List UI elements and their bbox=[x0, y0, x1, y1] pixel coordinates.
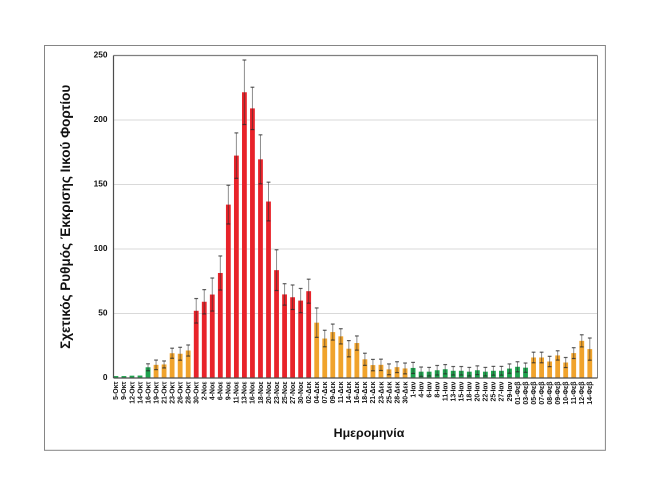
svg-text:01-Φεβ: 01-Φεβ bbox=[515, 382, 522, 405]
svg-text:16-Δεκ: 16-Δεκ bbox=[354, 381, 361, 403]
svg-text:07-Φεβ: 07-Φεβ bbox=[539, 382, 546, 405]
svg-text:21-Δεκ: 21-Δεκ bbox=[370, 381, 377, 403]
svg-text:18-Δεκ: 18-Δεκ bbox=[362, 381, 369, 403]
svg-text:08-Φεβ: 08-Φεβ bbox=[547, 382, 554, 405]
svg-text:9-Νοε: 9-Νοε bbox=[226, 381, 233, 400]
svg-text:18-Νοε: 18-Νοε bbox=[258, 381, 265, 404]
svg-text:11-Νοε: 11-Νοε bbox=[234, 381, 241, 404]
svg-text:11-Δεκ: 11-Δεκ bbox=[338, 381, 345, 403]
svg-text:18-Ιαν: 18-Ιαν bbox=[467, 381, 474, 401]
svg-text:150: 150 bbox=[94, 179, 108, 189]
svg-text:23-Νοε: 23-Νοε bbox=[274, 381, 281, 404]
svg-text:4-Ιαν: 4-Ιαν bbox=[418, 381, 425, 397]
svg-text:16-Οκτ: 16-Οκτ bbox=[145, 382, 152, 404]
svg-text:19-Οκτ: 19-Οκτ bbox=[153, 382, 160, 404]
svg-text:100: 100 bbox=[94, 243, 108, 253]
svg-text:15-Ιαν: 15-Ιαν bbox=[459, 381, 466, 401]
svg-text:29-Ιαν: 29-Ιαν bbox=[507, 381, 514, 401]
svg-text:21-Οκτ: 21-Οκτ bbox=[161, 382, 168, 404]
svg-text:30-Δεκ: 30-Δεκ bbox=[402, 381, 409, 403]
svg-text:Ημερομηνία: Ημερομηνία bbox=[334, 426, 405, 440]
svg-text:14-Οκτ: 14-Οκτ bbox=[137, 382, 144, 404]
svg-text:8-Ιαν: 8-Ιαν bbox=[434, 381, 441, 397]
svg-text:4-Νοε: 4-Νοε bbox=[210, 381, 217, 400]
svg-text:30-Οκτ: 30-Οκτ bbox=[194, 382, 201, 404]
svg-text:20-Ιαν: 20-Ιαν bbox=[475, 381, 482, 401]
svg-text:5-Οκτ: 5-Οκτ bbox=[113, 382, 120, 400]
svg-text:2-Νοε: 2-Νοε bbox=[202, 381, 209, 400]
svg-text:22-Ιαν: 22-Ιαν bbox=[483, 381, 490, 401]
svg-text:25-Δεκ: 25-Δεκ bbox=[386, 381, 393, 403]
svg-text:11-Φεβ: 11-Φεβ bbox=[571, 382, 578, 405]
svg-text:28-Οκτ: 28-Οκτ bbox=[185, 382, 192, 404]
svg-text:09-Φεβ: 09-Φεβ bbox=[555, 382, 562, 405]
svg-text:14-Φεβ: 14-Φεβ bbox=[587, 382, 594, 405]
svg-text:14-Δεκ: 14-Δεκ bbox=[346, 381, 353, 403]
svg-text:12-Φεβ: 12-Φεβ bbox=[579, 382, 586, 405]
svg-text:04-Δεκ: 04-Δεκ bbox=[314, 381, 321, 403]
svg-text:26-Οκτ: 26-Οκτ bbox=[177, 382, 184, 404]
svg-text:30-Νοε: 30-Νοε bbox=[298, 381, 305, 404]
svg-text:50: 50 bbox=[98, 308, 108, 318]
svg-text:09-Δεκ: 09-Δεκ bbox=[330, 381, 337, 403]
svg-text:0: 0 bbox=[103, 372, 108, 382]
svg-text:07-Δεκ: 07-Δεκ bbox=[322, 381, 329, 403]
svg-text:25-Ιαν: 25-Ιαν bbox=[491, 381, 498, 401]
svg-text:6-Ιαν: 6-Ιαν bbox=[426, 381, 433, 397]
svg-text:6-Νοε: 6-Νοε bbox=[218, 381, 225, 400]
svg-text:1-Ιαν: 1-Ιαν bbox=[410, 381, 417, 397]
svg-text:25-Νοε: 25-Νοε bbox=[282, 381, 289, 404]
svg-text:02-Δεκ: 02-Δεκ bbox=[306, 381, 313, 403]
svg-text:28-Δεκ: 28-Δεκ bbox=[394, 381, 401, 403]
svg-text:03-Φεβ: 03-Φεβ bbox=[523, 382, 530, 405]
svg-text:13-Ιαν: 13-Ιαν bbox=[451, 381, 458, 401]
svg-text:27-Νοε: 27-Νοε bbox=[290, 381, 297, 404]
svg-text:11-Ιαν: 11-Ιαν bbox=[443, 381, 450, 401]
svg-text:12-Οκτ: 12-Οκτ bbox=[129, 382, 136, 404]
svg-text:10-Φεβ: 10-Φεβ bbox=[563, 382, 570, 405]
svg-text:27-Ιαν: 27-Ιαν bbox=[499, 381, 506, 401]
svg-text:200: 200 bbox=[94, 114, 108, 124]
svg-text:250: 250 bbox=[94, 50, 108, 60]
svg-text:23-Οκτ: 23-Οκτ bbox=[169, 382, 176, 404]
svg-text:16-Νοε: 16-Νοε bbox=[250, 381, 257, 404]
svg-text:05-Φεβ: 05-Φεβ bbox=[531, 382, 538, 405]
svg-text:13-Νοε: 13-Νοε bbox=[242, 381, 249, 404]
svg-text:20-Νοε: 20-Νοε bbox=[266, 381, 273, 404]
svg-text:23-Δεκ: 23-Δεκ bbox=[378, 381, 385, 403]
svg-text:9-Οκτ: 9-Οκτ bbox=[121, 382, 128, 400]
svg-text:Σχετικός Ρυθμός Έκκρισης Ιικού: Σχετικός Ρυθμός Έκκρισης Ιικού Φορτίου bbox=[58, 85, 73, 349]
